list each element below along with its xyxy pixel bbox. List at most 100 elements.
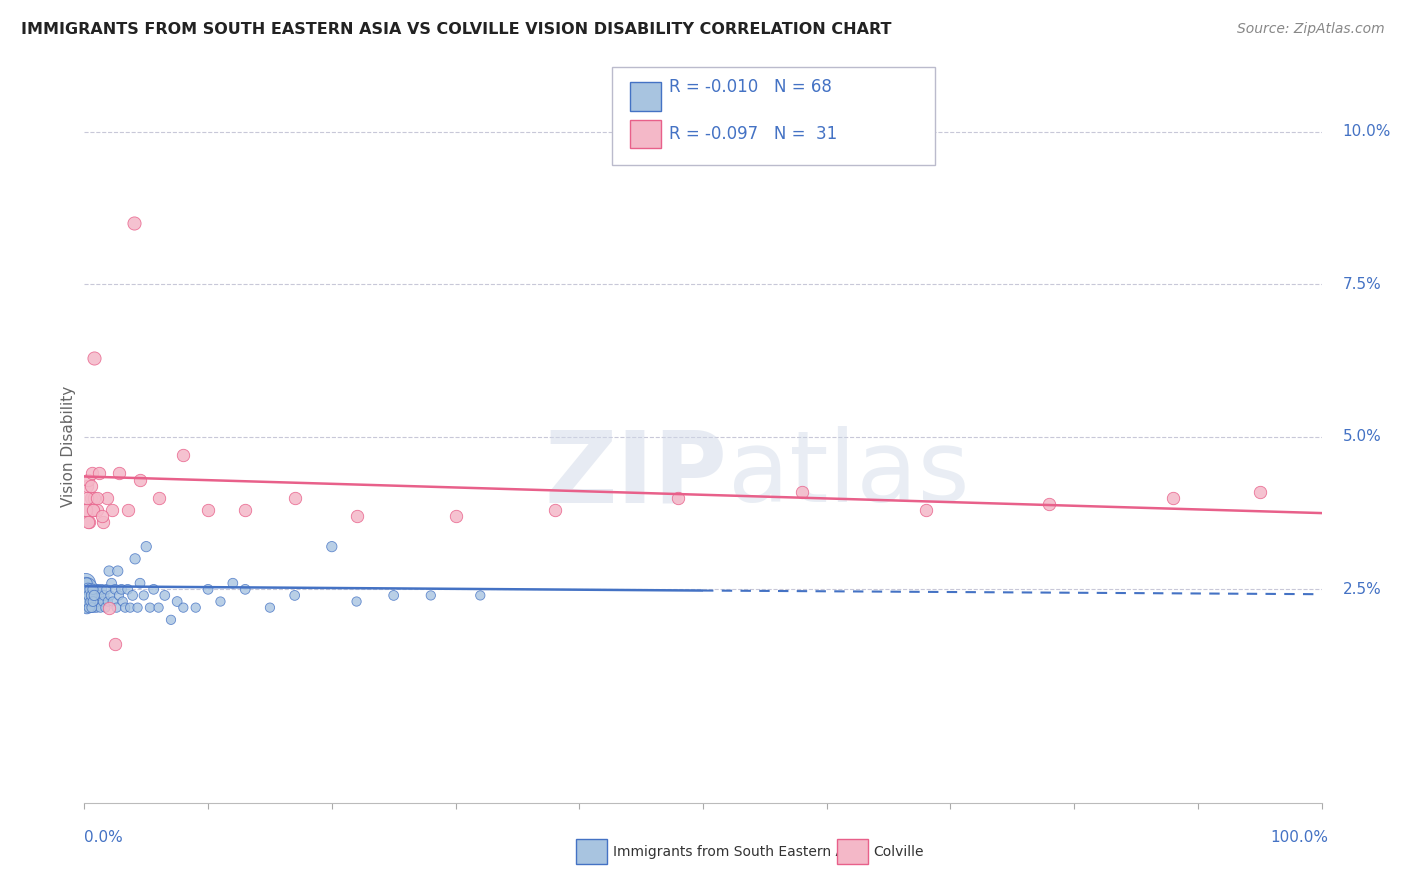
Text: 7.5%: 7.5%	[1343, 277, 1382, 292]
Point	[1161, 491, 1184, 505]
Text: 100.0%: 100.0%	[1271, 830, 1329, 845]
Point	[79, 515, 101, 529]
Text: 5.0%: 5.0%	[1343, 429, 1382, 444]
Point	[444, 509, 467, 524]
Point	[197, 582, 219, 597]
Point	[87, 582, 110, 597]
Point	[75, 576, 97, 591]
Point	[135, 540, 157, 554]
Point	[90, 582, 112, 597]
Point	[142, 582, 165, 597]
Text: 0.0%: 0.0%	[84, 830, 124, 845]
Point	[166, 594, 188, 608]
Point	[148, 600, 170, 615]
Text: Immigrants from South Eastern Asia: Immigrants from South Eastern Asia	[613, 845, 865, 859]
Point	[382, 589, 405, 603]
Text: ZIP: ZIP	[546, 426, 728, 523]
Point	[790, 484, 813, 499]
Point	[121, 589, 143, 603]
Point	[122, 216, 145, 230]
Point	[79, 600, 101, 615]
Point	[86, 589, 108, 603]
Point	[346, 594, 368, 608]
Point	[84, 594, 107, 608]
Point	[87, 594, 110, 608]
Point	[82, 594, 104, 608]
Point	[104, 637, 127, 651]
Point	[86, 491, 108, 505]
Point	[117, 503, 139, 517]
Point	[105, 600, 128, 615]
Point	[148, 491, 170, 505]
Point	[96, 582, 118, 597]
Point	[209, 594, 232, 608]
Point	[80, 600, 103, 615]
Text: R = -0.097   N =  31: R = -0.097 N = 31	[669, 125, 838, 143]
Point	[108, 467, 131, 481]
Point	[666, 491, 689, 505]
Point	[233, 582, 256, 597]
Point	[153, 589, 176, 603]
Point	[139, 600, 162, 615]
Point	[96, 491, 118, 505]
Point	[75, 594, 97, 608]
Point	[222, 576, 245, 591]
Point	[83, 491, 105, 505]
Point	[94, 600, 117, 615]
Point	[233, 503, 256, 517]
Point	[914, 503, 936, 517]
Text: atlas: atlas	[728, 426, 969, 523]
Point	[346, 509, 368, 524]
Point	[259, 600, 281, 615]
Point	[77, 576, 100, 591]
Point	[172, 600, 194, 615]
Point	[79, 582, 101, 597]
Point	[86, 600, 108, 615]
Point	[97, 594, 120, 608]
Point	[127, 600, 149, 615]
Point	[114, 600, 136, 615]
Point	[76, 576, 98, 591]
Point	[82, 582, 104, 597]
Point	[80, 589, 103, 603]
Point	[79, 582, 101, 597]
Point	[82, 503, 104, 517]
Point	[284, 491, 307, 505]
Point	[77, 515, 100, 529]
Point	[80, 589, 103, 603]
Point	[79, 491, 101, 505]
Point	[79, 589, 101, 603]
Y-axis label: Vision Disability: Vision Disability	[60, 385, 76, 507]
Point	[82, 503, 104, 517]
Point	[124, 551, 146, 566]
Point	[77, 594, 100, 608]
Point	[120, 600, 142, 615]
Point	[110, 582, 132, 597]
Point	[419, 589, 441, 603]
Point	[93, 589, 115, 603]
Point	[82, 594, 104, 608]
Point	[80, 600, 103, 615]
Point	[79, 594, 101, 608]
Point	[1249, 484, 1271, 499]
Point	[107, 564, 129, 578]
Text: R = -0.010   N = 68: R = -0.010 N = 68	[669, 78, 832, 96]
Point	[197, 503, 219, 517]
Point	[75, 503, 97, 517]
Point	[77, 594, 100, 608]
Point	[76, 491, 98, 505]
Point	[129, 473, 152, 487]
Point	[100, 503, 122, 517]
Text: IMMIGRANTS FROM SOUTH EASTERN ASIA VS COLVILLE VISION DISABILITY CORRELATION CHA: IMMIGRANTS FROM SOUTH EASTERN ASIA VS CO…	[21, 22, 891, 37]
Point	[83, 351, 105, 365]
Point	[84, 582, 107, 597]
Point	[101, 594, 124, 608]
Point	[160, 613, 183, 627]
Point	[1038, 497, 1060, 511]
Point	[184, 600, 207, 615]
Text: 2.5%: 2.5%	[1343, 582, 1382, 597]
Point	[172, 448, 194, 462]
Point	[104, 582, 127, 597]
Point	[100, 576, 122, 591]
Point	[76, 478, 98, 492]
